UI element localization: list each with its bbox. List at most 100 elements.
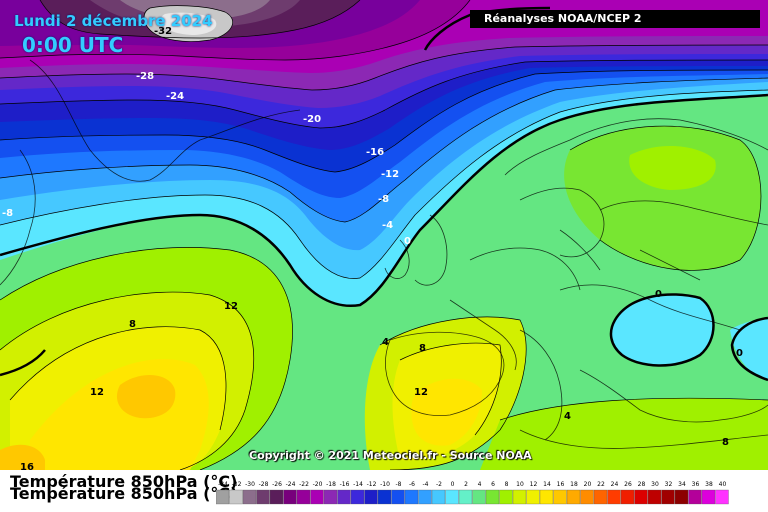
iso-label-0a: 0 xyxy=(404,236,411,247)
legend-swatch xyxy=(566,489,581,505)
iso-label-m4: -4 xyxy=(382,220,393,231)
iso-label-m8b: -8 xyxy=(2,208,13,219)
legend-swatch xyxy=(526,489,540,505)
cold-east-0 xyxy=(730,318,768,380)
color-scale-legend: -34 -32 -30 -28 -26 -24 -22 -20 -18 -16 -14 -12 -10-… xyxy=(216,481,729,505)
legend-tick-label: 36 xyxy=(692,481,700,488)
iso-label-4b: 4 xyxy=(564,411,571,422)
temperature-map: -32 -28 -24 -20 -16 -12 -8 -8 -4 0 0 0 4… xyxy=(0,0,768,470)
iso-label-m12: -12 xyxy=(381,169,399,180)
band-m34 xyxy=(161,12,217,35)
iso-label-m8a: -8 xyxy=(378,194,389,205)
finland-band xyxy=(629,145,716,190)
iso-label-m32: -32 xyxy=(154,26,172,37)
legend-swatch xyxy=(485,489,500,505)
legend-tick-label: 12 xyxy=(530,481,538,488)
thin-isotherms xyxy=(0,0,768,470)
variable-title: Température 850hPa (°C) xyxy=(10,472,238,491)
legend-swatch xyxy=(296,489,311,505)
legend-tick-label: -18 xyxy=(326,481,336,488)
legend-tick-label: -16 xyxy=(340,481,350,488)
variable-title-shadow: Température 850hPa (°C) xyxy=(10,484,238,503)
legend-swatch xyxy=(701,489,716,505)
legend-tick-label: -20 xyxy=(313,481,323,488)
legend-tick-label: -28 xyxy=(259,481,269,488)
legend-tick-label: -32 xyxy=(232,481,242,488)
iso-label-m16: -16 xyxy=(366,147,384,158)
legend-tick-label: 2 xyxy=(464,481,468,488)
iso-label-m20: -20 xyxy=(303,114,321,125)
legend-swatch xyxy=(512,489,527,505)
legend-tick-label: 22 xyxy=(597,481,605,488)
legend-swatch xyxy=(607,489,621,505)
iso-label-m24: -24 xyxy=(166,91,184,102)
iso-label-4a: 4 xyxy=(382,337,389,348)
legend-tick-label: -22 xyxy=(299,481,309,488)
legend-swatch xyxy=(269,489,284,505)
legend-tick-label: 14 xyxy=(543,481,551,488)
copyright-notice: Copyright © 2021 Meteociel.fr - Source N… xyxy=(249,449,532,462)
legend-tick-label: 28 xyxy=(638,481,646,488)
legend-swatch xyxy=(715,489,729,505)
legend-tick-label: -26 xyxy=(272,481,282,488)
legend-tick-label: 20 xyxy=(584,481,592,488)
legend-tick-label: -34 xyxy=(218,481,228,488)
iso-label-8b: 8 xyxy=(419,343,426,354)
legend-swatch xyxy=(418,489,432,505)
legend-tick-label: 8 xyxy=(505,481,509,488)
legend-tick-label: -8 xyxy=(396,481,402,488)
legend-swatch xyxy=(580,489,594,505)
legend-swatch xyxy=(445,489,459,505)
iso-label-m28: -28 xyxy=(136,71,154,82)
legend-swatch xyxy=(661,489,675,505)
legend-swatch xyxy=(620,489,635,505)
legend-tick-label: -12 xyxy=(367,481,377,488)
legend-tick-label: -30 xyxy=(245,481,255,488)
legend-tick-label: -24 xyxy=(286,481,296,488)
source-label: Réanalyses NOAA/NCEP 2 xyxy=(470,10,760,28)
legend-swatch xyxy=(593,489,608,505)
legend-swatch xyxy=(256,489,270,505)
iso-label-16: 16 xyxy=(20,462,34,470)
legend-swatch xyxy=(337,489,351,505)
legend-swatch xyxy=(310,489,324,505)
legend-swatch xyxy=(472,489,486,505)
legend-swatch xyxy=(688,489,702,505)
iso-label-8c: 8 xyxy=(722,437,729,448)
legend-tick-label: 18 xyxy=(570,481,578,488)
iso-label-12a: 12 xyxy=(224,301,238,312)
legend-tick-label: -2 xyxy=(436,481,442,488)
legend-tick-label: -10 xyxy=(380,481,390,488)
legend-tick-label: -4 xyxy=(423,481,429,488)
legend-swatch xyxy=(350,489,365,505)
legend-tick-label: 24 xyxy=(611,481,619,488)
legend-swatch xyxy=(634,489,648,505)
zero-isotherms xyxy=(0,6,768,382)
legend-swatch xyxy=(229,489,243,505)
legend-tick-label: 32 xyxy=(665,481,673,488)
legend-tick-label: 26 xyxy=(624,481,632,488)
iso-label-12c: 12 xyxy=(414,387,428,398)
map-date: Lundi 2 décembre 2024 xyxy=(14,12,213,30)
legend-swatch xyxy=(391,489,405,505)
legend-swatch xyxy=(216,489,230,505)
legend-swatch xyxy=(283,489,297,505)
iso-label-8a: 8 xyxy=(129,319,136,330)
legend-tick-label: 38 xyxy=(705,481,713,488)
legend-tick-label: 16 xyxy=(557,481,565,488)
iso-label-0c: 0 xyxy=(736,348,743,359)
map-time: 0:00 UTC xyxy=(22,33,124,57)
legend-swatch xyxy=(323,489,338,505)
iberia-band-14 xyxy=(411,378,482,446)
legend-swatch xyxy=(647,489,662,505)
legend-swatch xyxy=(364,489,378,505)
legend-tick-label: 4 xyxy=(478,481,482,488)
band-16 xyxy=(116,374,176,419)
legend-tick-label: 40 xyxy=(719,481,727,488)
legend-swatch xyxy=(674,489,689,505)
med-band-8 xyxy=(480,398,768,470)
iso-label-0b: 0 xyxy=(655,289,662,300)
legend-swatch xyxy=(458,489,473,505)
legend-swatch xyxy=(553,489,567,505)
legend-tick-label: 10 xyxy=(516,481,524,488)
